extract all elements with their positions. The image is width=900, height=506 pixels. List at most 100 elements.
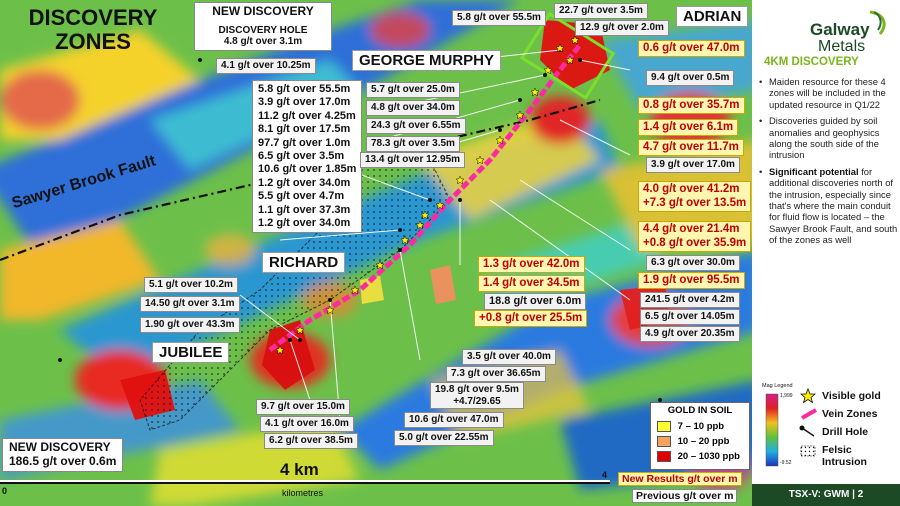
new-discovery-bottom-value: 186.5 g/t over 0.6m [9,453,117,468]
gm-intercept: 6.5 g/t over 3.5m [258,150,345,163]
new-discovery-bottom-heading: NEW DISCOVERY [9,440,111,454]
zone-label-jubilee: JUBILEE [152,342,230,364]
center-intercept: 1.4 g/t over 34.5m [478,275,585,293]
legend-vein-zones: Vein Zones [822,408,878,420]
gm-intercept: 10.6 g/t over 1.85m [258,163,357,176]
logo-text-galway: Galway [810,20,870,39]
zone-label-richard: RICHARD [262,252,346,274]
adrian-intercept-1: 5.8 g/t over 55.5m [452,10,546,26]
right-intercept: +0.8 g/t over 35.9m [643,236,747,249]
soil-legend-label: 7 – 10 ppb [677,421,725,433]
bottom-intercept: 3.5 g/t over 40.0m [462,349,556,365]
logo-text-metals: Metals [818,38,866,55]
gm-intercept: 8.1 g/t over 17.5m [258,123,351,136]
soil-legend-item: 7 – 10 ppb [657,421,724,432]
bullet-item: Discoveries guided by soil anomalies and… [758,115,898,161]
bullet-text: Maiden resource for these 4 zones will b… [769,76,886,110]
magnetic-background [0,0,752,506]
adrian-intercept-2: 22.7 g/t over 3.5m [554,3,648,19]
right-intercept: 6.3 g/t over 30.0m [646,255,740,271]
right-intercept: 4.9 g/t over 20.35m [640,326,740,342]
key-previous: Previous g/t over m [632,489,738,504]
center-intercept: +0.8 g/t over 25.5m [474,310,588,328]
discovery-hole-value-1: 4.8 g/t over 3.1m [223,36,303,48]
bottom-intercept-pair: 19.8 g/t over 9.5m +4.7/29.65 [430,382,524,409]
soil-legend-label: 20 – 1030 ppb [677,451,740,463]
right-intercept: 4.0 g/t over 41.2m [643,183,740,195]
soil-legend: GOLD IN SOIL 7 – 10 ppb 10 – 20 ppb 20 –… [650,402,750,470]
soil-swatch-low [657,421,671,432]
gm-intercept: 3.9 g/t over 17.0m [258,96,351,109]
gm-intercept: 97.7 g/t over 1.0m [258,136,351,149]
center-intercept: 18.8 g/t over 6.0m [484,293,587,310]
soil-swatch-mid [657,436,671,447]
scale-units: kilometres [282,488,324,498]
center-intercept: 1.3 g/t over 42.0m [478,256,585,274]
zone-label-adrian: ADRIAN [676,6,749,28]
george-murphy-intercepts: 5.8 g/t over 55.5m 3.9 g/t over 17.0m 11… [252,80,363,234]
zone-label-george-murphy: GEORGE MURPHY [352,50,502,72]
new-discovery-bottom-callout: NEW DISCOVERY 186.5 g/t over 0.6m [2,438,124,472]
gm-right-intercept: 13.4 g/t over 12.95m [360,152,466,168]
right-intercept: +7.3 g/t over 13.5m [643,196,747,209]
logo-swoosh-icon [869,10,886,35]
bottom-intercept: 5.0 g/t over 22.55m [394,430,494,446]
scale-label: 4 km [280,460,319,479]
sidebar-heading: 4KM DISCOVERY [764,56,859,68]
discovery-hole-value-2: 4.1 g/t over 10.25m [216,58,316,74]
right-intercept: 0.8 g/t over 35.7m [638,97,745,115]
gm-right-intercept: 5.7 g/t over 25.0m [366,82,460,98]
legend-felsic-intrusion: Felsic Intrusion [822,444,867,468]
soil-legend-title: GOLD IN SOIL [667,405,733,416]
bullet-item: Maiden resource for these 4 zones will b… [758,76,898,110]
richard-intercept: 14.50 g/t over 3.1m [140,296,240,312]
gm-intercept: 5.8 g/t over 55.5m [258,83,351,95]
scale-zero: 0 [2,486,8,496]
right-intercept: 4.4 g/t over 21.4m [643,223,740,235]
soil-legend-item: 10 – 20 ppb [657,436,729,447]
map-legend: Mag Legend 1,999 -9.52 Visible gold Vein… [760,382,900,474]
bottom-intercept: 9.7 g/t over 15.0m [256,399,350,415]
bullet-text: for additional discoveries north of the … [769,165,898,246]
right-intercept: 3.9 g/t over 17.0m [646,157,740,173]
bottom-intercept: 10.6 g/t over 47.0m [404,412,504,428]
richard-intercept: 1.90 g/t over 43.3m [140,317,240,333]
discovery-hole-heading: DISCOVERY HOLE [218,24,308,36]
gm-right-intercept: 78.3 g/t over 3.5m [366,136,460,152]
mag-legend-title: Mag Legend [762,383,793,389]
legend-drill-hole: Drill Hole [822,426,869,438]
right-intercept: 1.4 g/t over 6.1m [638,119,739,137]
gm-intercept: 5.5 g/t over 4.7m [258,190,345,203]
adrian-intercept-3: 12.9 g/t over 2.0m [575,20,669,36]
new-discovery-heading: NEW DISCOVERY [212,4,314,18]
geology-map: DISCOVERY ZONES Sawyer Brook Fault ADRIA… [0,0,752,506]
right-intercept: 241.5 g/t over 4.2m [640,292,740,308]
sidebar-bullets: Maiden resource for these 4 zones will b… [758,76,898,251]
bottom-intercept: 6.2 g/t over 38.5m [264,433,358,449]
right-intercept: 1.9 g/t over 95.5m [638,272,745,290]
bullet-bold-text: Significant potential [769,165,859,177]
key-new-results: New Results g/t over m [618,472,742,487]
footer-ticker: TSX-V: GWM | 2 [752,484,900,506]
gm-intercept: 1.1 g/t over 37.3m [258,203,351,216]
right-intercept-pair: 4.0 g/t over 41.2m +7.3 g/t over 13.5m [638,181,752,212]
legend-visible-gold: Visible gold [822,390,881,402]
richard-intercept: 5.1 g/t over 10.2m [144,277,238,293]
bullet-item: Significant potential for additional dis… [758,166,898,246]
right-intercept-pair: 4.4 g/t over 21.4m +0.8 g/t over 35.9m [638,221,752,252]
bottom-intercept: 19.8 g/t over 9.5m [435,384,519,395]
right-intercept: 9.4 g/t over 0.5m [646,70,735,86]
mag-legend-min: -9.52 [780,460,792,466]
bottom-intercept: 4.1 g/t over 16.0m [260,416,354,432]
scale-bar [0,480,610,484]
legend-symbols [765,387,817,467]
soil-legend-item: 20 – 1030 ppb [657,451,740,462]
page-title: DISCOVERY ZONES [28,5,158,54]
gm-right-intercept: 24.3 g/t over 6.55m [366,118,466,134]
gm-intercept: 1.2 g/t over 34.0m [258,176,351,189]
right-intercept: 6.5 g/t over 14.05m [640,309,740,325]
gm-right-intercept: 4.8 g/t over 34.0m [366,100,460,116]
mag-legend-max: 1,999 [780,393,793,399]
scale-end: 4 [602,470,608,480]
right-intercept: 4.7 g/t over 11.7m [638,139,744,157]
